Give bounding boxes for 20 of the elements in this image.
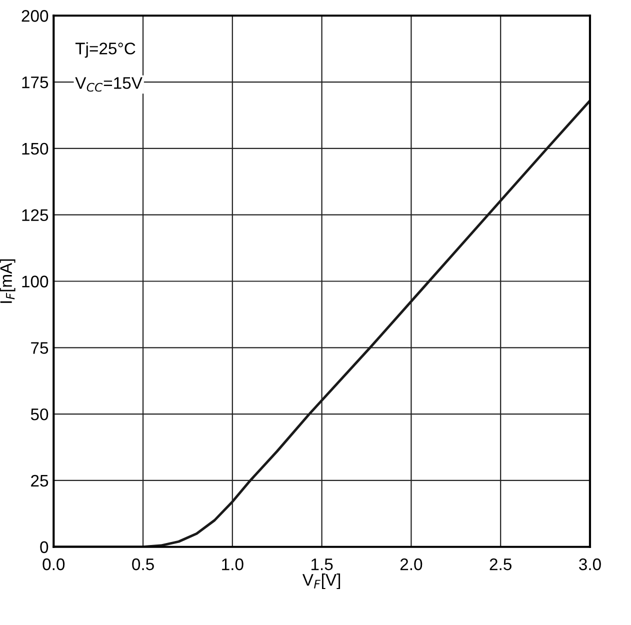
y-tick-label: 150 <box>22 142 48 155</box>
y-axis-title: I$_{F}$[mA] <box>0 259 16 303</box>
y-tick-label: 175 <box>22 76 48 88</box>
x-tick-label: 0.5 <box>132 558 154 570</box>
annotation: V$_{CC}$=15V <box>75 77 142 92</box>
y-tick-label: 100 <box>22 276 48 288</box>
y-tick-label: 50 <box>30 408 48 420</box>
y-tick-label: 25 <box>31 474 48 487</box>
annotation: Tj=25°C <box>75 42 136 58</box>
x-tick-label: 1.5 <box>311 558 333 570</box>
x-tick-label: 0.0 <box>42 558 65 570</box>
x-tick-label: 3.0 <box>579 558 601 570</box>
x-axis-title: V$_{F}$[V] <box>302 574 340 590</box>
x-tick-label: 2.5 <box>490 558 512 570</box>
x-tick-label: 2.0 <box>400 558 422 570</box>
y-tick-label: 200 <box>22 10 48 22</box>
x-tick-label: 1.0 <box>222 558 244 570</box>
y-tick-label: 75 <box>31 342 48 354</box>
y-tick-label: 125 <box>22 209 48 222</box>
y-tick-label: 0 <box>40 541 48 554</box>
